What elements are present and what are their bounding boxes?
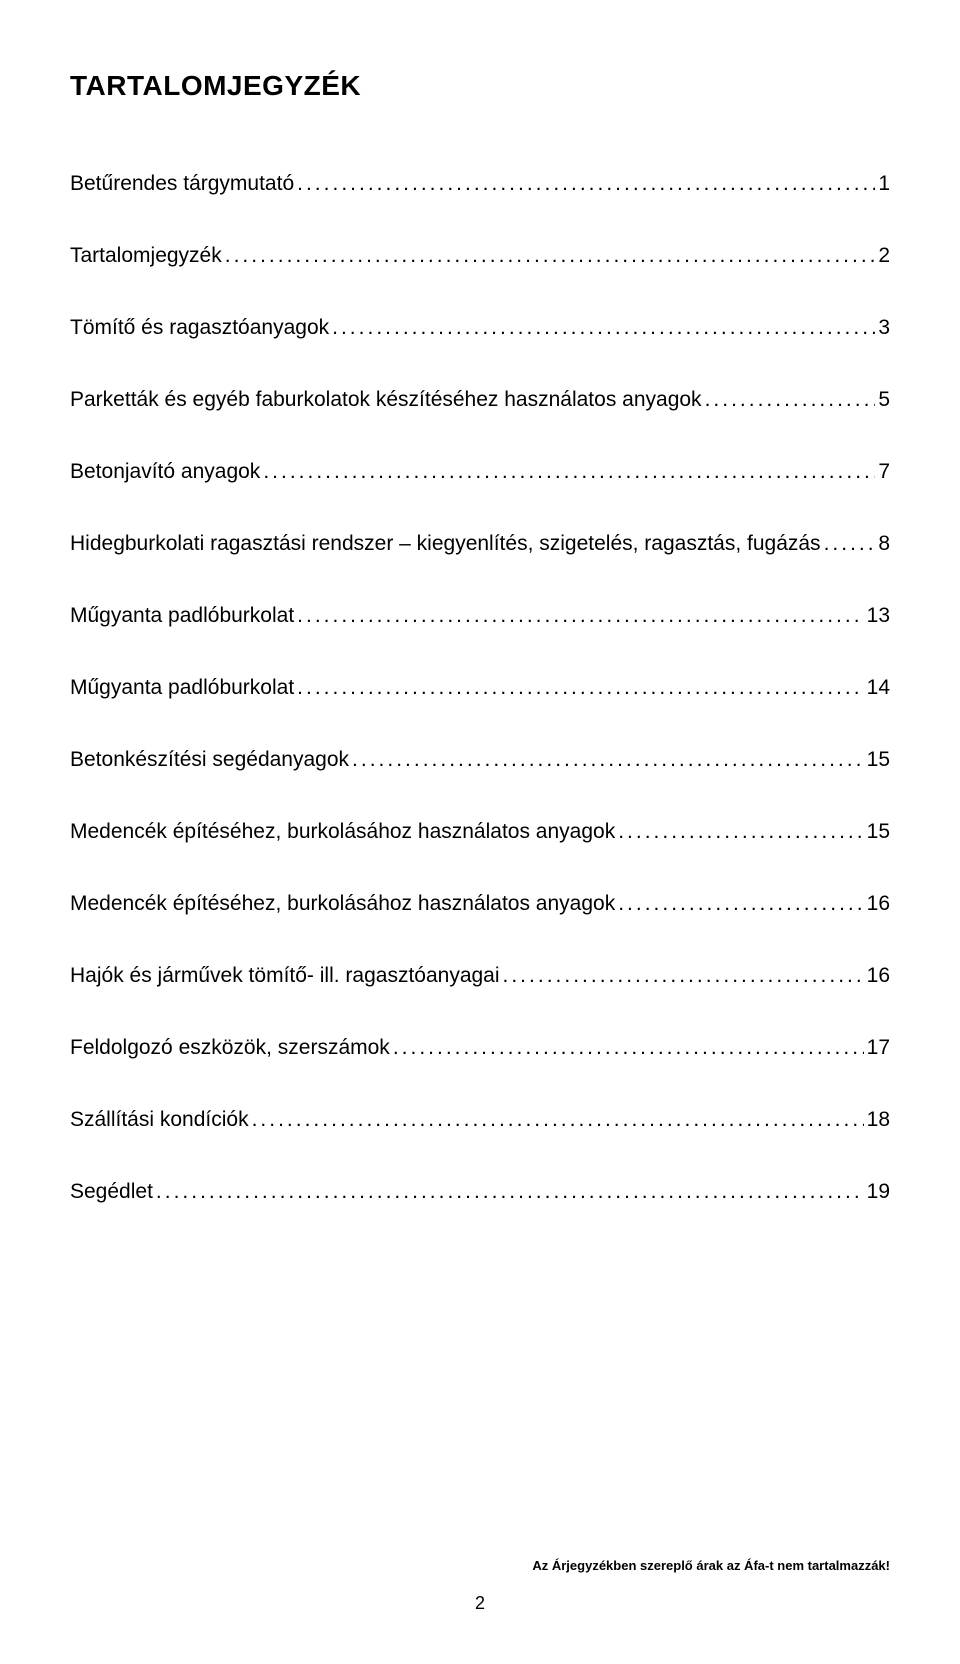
footer-note: Az Árjegyzékben szereplő árak az Áfa-t n… xyxy=(70,1558,890,1573)
toc-entry: Medencék építéséhez, burkolásához haszná… xyxy=(70,892,890,916)
toc-page: 13 xyxy=(867,604,890,628)
toc-dots xyxy=(393,1036,864,1060)
toc-entry: Segédlet 19 xyxy=(70,1180,890,1204)
toc-dots xyxy=(503,964,864,988)
toc-page: 16 xyxy=(867,892,890,916)
toc-entry: Szállítási kondíciók 18 xyxy=(70,1108,890,1132)
toc-dots xyxy=(332,316,875,340)
toc-label: Segédlet xyxy=(70,1180,153,1204)
toc-page: 2 xyxy=(878,244,890,268)
toc-label: Hidegburkolati ragasztási rendszer – kie… xyxy=(70,532,821,556)
toc-dots xyxy=(618,820,863,844)
toc-entry: Műgyanta padlóburkolat 13 xyxy=(70,604,890,628)
toc-entry: Betonkészítési segédanyagok 15 xyxy=(70,748,890,772)
toc-label: Tömítő és ragasztóanyagok xyxy=(70,316,329,340)
toc-page: 8 xyxy=(878,532,890,556)
toc-label: Medencék építéséhez, burkolásához haszná… xyxy=(70,892,615,916)
toc-label: Betonkészítési segédanyagok xyxy=(70,748,349,772)
toc-entry: Tartalomjegyzék 2 xyxy=(70,244,890,268)
toc-page: 15 xyxy=(867,820,890,844)
toc-page: 7 xyxy=(878,460,890,484)
footer: Az Árjegyzékben szereplő árak az Áfa-t n… xyxy=(0,1558,960,1614)
toc-dots xyxy=(156,1180,864,1204)
toc-page: 19 xyxy=(867,1180,890,1204)
toc-page: 17 xyxy=(867,1036,890,1060)
toc-dots xyxy=(618,892,863,916)
toc-page: 14 xyxy=(867,676,890,700)
toc-entry: Betonjavító anyagok 7 xyxy=(70,460,890,484)
toc-entry: Hidegburkolati ragasztási rendszer – kie… xyxy=(70,532,890,556)
toc-dots xyxy=(297,172,875,196)
toc-dots xyxy=(252,1108,864,1132)
page-number: 2 xyxy=(70,1593,890,1614)
toc-entry: Tömítő és ragasztóanyagok 3 xyxy=(70,316,890,340)
toc-label: Betonjavító anyagok xyxy=(70,460,260,484)
toc-dots xyxy=(352,748,864,772)
toc-page: 1 xyxy=(878,172,890,196)
toc-label: Szállítási kondíciók xyxy=(70,1108,249,1132)
toc-dots xyxy=(263,460,875,484)
page-title: TARTALOMJEGYZÉK xyxy=(70,70,890,102)
toc-label: Betűrendes tárgymutató xyxy=(70,172,294,196)
toc-label: Medencék építéséhez, burkolásához haszná… xyxy=(70,820,615,844)
toc-label: Feldolgozó eszközök, szerszámok xyxy=(70,1036,390,1060)
toc-page: 15 xyxy=(867,748,890,772)
toc-entry: Műgyanta padlóburkolat 14 xyxy=(70,676,890,700)
toc-page: 5 xyxy=(878,388,890,412)
toc-label: Parketták és egyéb faburkolatok készítés… xyxy=(70,388,702,412)
toc-entry: Hajók és járművek tömítő- ill. ragasztóa… xyxy=(70,964,890,988)
toc-dots xyxy=(225,244,876,268)
toc-page: 18 xyxy=(867,1108,890,1132)
toc-label: Műgyanta padlóburkolat xyxy=(70,676,294,700)
toc-page: 16 xyxy=(867,964,890,988)
toc-entry: Medencék építéséhez, burkolásához haszná… xyxy=(70,820,890,844)
toc-page: 3 xyxy=(878,316,890,340)
toc-entry: Parketták és egyéb faburkolatok készítés… xyxy=(70,388,890,412)
toc-label: Tartalomjegyzék xyxy=(70,244,222,268)
toc-label: Műgyanta padlóburkolat xyxy=(70,604,294,628)
toc-list: Betűrendes tárgymutató 1 Tartalomjegyzék… xyxy=(70,172,890,1204)
toc-label: Hajók és járművek tömítő- ill. ragasztóa… xyxy=(70,964,500,988)
toc-entry: Betűrendes tárgymutató 1 xyxy=(70,172,890,196)
toc-dots xyxy=(297,604,863,628)
toc-entry: Feldolgozó eszközök, szerszámok 17 xyxy=(70,1036,890,1060)
toc-dots xyxy=(824,532,876,556)
toc-dots xyxy=(705,388,876,412)
toc-dots xyxy=(297,676,863,700)
